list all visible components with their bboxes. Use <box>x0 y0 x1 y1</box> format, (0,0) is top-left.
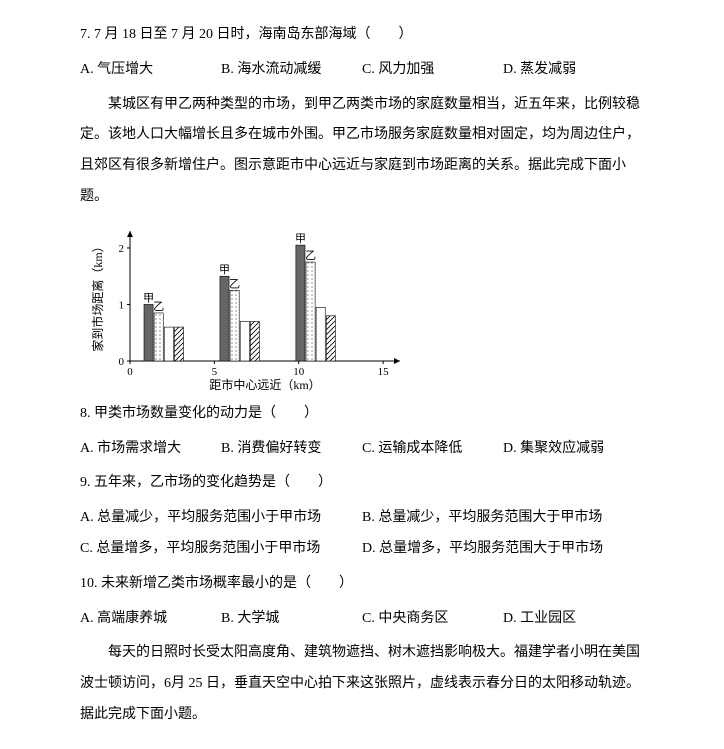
q8-opt-b: B. 消费偏好转变 <box>221 434 362 465</box>
q8-opt-d: D. 集聚效应减弱 <box>503 434 644 465</box>
svg-text:5: 5 <box>212 366 218 378</box>
svg-text:乙: 乙 <box>305 249 316 262</box>
svg-text:0: 0 <box>119 356 125 368</box>
q8-opt-a: A. 市场需求增大 <box>80 434 221 465</box>
q10-opt-b: B. 大学城 <box>221 604 362 635</box>
svg-text:乙: 乙 <box>229 277 240 290</box>
q7-opt-a: A. 气压增大 <box>80 55 221 86</box>
q7-opt-c: C. 风力加强 <box>362 55 503 86</box>
q9-text: 9. 五年来，乙市场的变化趋势是（ ） <box>80 468 644 499</box>
q9-opt-d: D. 总量增多，平均服务范围大于甲市场 <box>362 534 644 565</box>
svg-text:甲: 甲 <box>219 264 230 276</box>
q8-opt-c: C. 运输成本降低 <box>362 434 503 465</box>
svg-text:10: 10 <box>293 366 305 378</box>
q7-text: 7. 7 月 18 日至 7 月 20 日时，海南岛东部海域（ ） <box>80 20 644 51</box>
svg-text:2: 2 <box>119 243 125 255</box>
q9-options: A. 总量减少，平均服务范围小于甲市场 B. 总量减少，平均服务范围大于甲市场 … <box>80 503 644 565</box>
q8-options: A. 市场需求增大 B. 消费偏好转变 C. 运输成本降低 D. 集聚效应减弱 <box>80 434 644 465</box>
passage-1: 某城区有甲乙两种类型的市场，到甲乙两类市场的家庭数量相当，近五年来，比例较稳定。… <box>80 90 644 213</box>
passage-2: 每天的日照时长受太阳高度角、建筑物遮挡、树木遮挡影响极大。福建学者小明在美国波士… <box>80 638 644 730</box>
q7-options: A. 气压增大 B. 海水流动减缓 C. 风力加强 D. 蒸发减弱 <box>80 55 644 86</box>
q8-text: 8. 甲类市场数量变化的动力是（ ） <box>80 399 644 430</box>
q10-text: 10. 未来新增乙类市场概率最小的是（ ） <box>80 569 644 600</box>
svg-text:15: 15 <box>378 366 390 378</box>
q10-opt-a: A. 高端康养城 <box>80 604 221 635</box>
q10-opt-c: C. 中央商务区 <box>362 604 503 635</box>
svg-text:乙: 乙 <box>153 300 164 313</box>
svg-text:家到市场距离（km）: 家到市场距离（km） <box>90 240 105 351</box>
q9-opt-c: C. 总量增多，平均服务范围小于甲市场 <box>80 534 362 565</box>
q9-opt-b: B. 总量减少，平均服务范围大于甲市场 <box>362 503 644 534</box>
q7-opt-b: B. 海水流动减缓 <box>221 55 362 86</box>
svg-text:甲: 甲 <box>295 233 306 245</box>
bar-chart: 012051015家到市场距离（km）距市中心远近（km）甲乙甲乙甲乙 <box>90 221 410 391</box>
q10-options: A. 高端康养城 B. 大学城 C. 中央商务区 D. 工业园区 <box>80 604 644 635</box>
svg-text:1: 1 <box>119 299 125 311</box>
svg-text:距市中心远近（km）: 距市中心远近（km） <box>209 377 320 391</box>
q7-opt-d: D. 蒸发减弱 <box>503 55 644 86</box>
svg-text:0: 0 <box>127 366 133 378</box>
q10-opt-d: D. 工业园区 <box>503 604 644 635</box>
q9-opt-a: A. 总量减少，平均服务范围小于甲市场 <box>80 503 362 534</box>
